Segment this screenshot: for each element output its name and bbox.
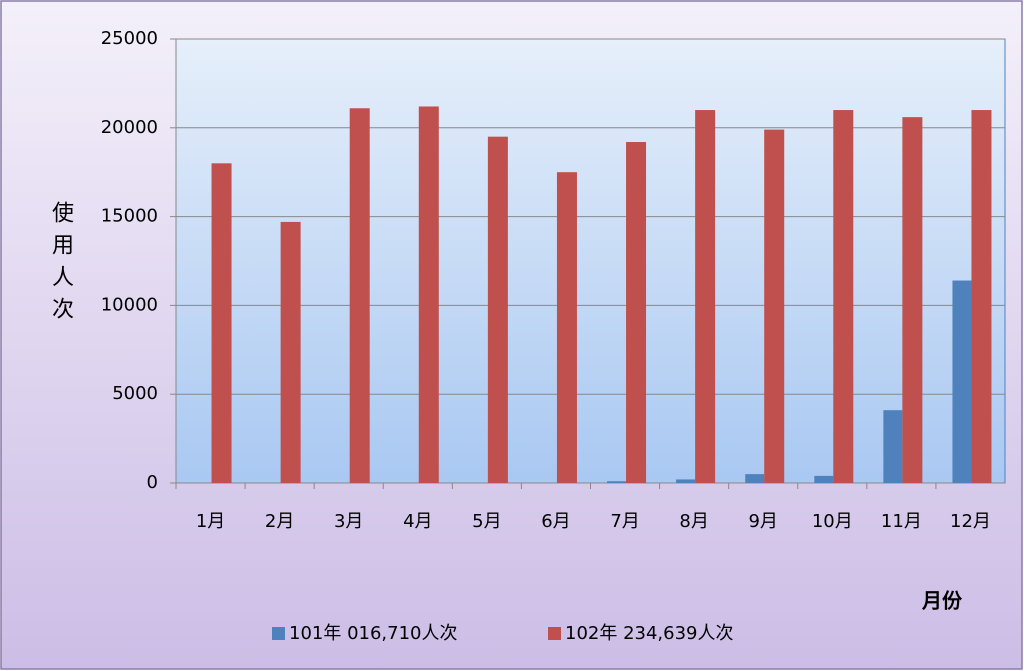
- x-tick-label: 2月: [265, 511, 294, 532]
- bar: [883, 410, 903, 483]
- x-tick-label: 8月: [679, 511, 708, 532]
- x-tick-label: 4月: [403, 511, 432, 532]
- y-tick-label: 10000: [101, 294, 158, 315]
- y-tick-label: 0: [147, 472, 158, 493]
- x-tick-label: 6月: [541, 511, 570, 532]
- x-axis-label: 月份: [921, 589, 963, 613]
- bar: [695, 110, 716, 483]
- legend-swatch: [548, 627, 561, 640]
- bar: [626, 142, 647, 483]
- x-tick-label: 5月: [472, 511, 501, 532]
- y-tick-label: 5000: [112, 383, 158, 404]
- bar: [745, 474, 765, 483]
- x-tick-label: 10月: [812, 511, 853, 532]
- bar: [556, 172, 577, 483]
- bar: [952, 280, 972, 483]
- x-tick-label: 3月: [334, 511, 363, 532]
- bar: [971, 110, 992, 483]
- bar: [764, 129, 785, 484]
- bar: [607, 481, 627, 483]
- y-axis-label: 使用人次: [48, 201, 74, 329]
- bar: [280, 221, 301, 484]
- x-tick-label: 1月: [196, 511, 225, 532]
- x-tick-label: 11月: [881, 511, 922, 532]
- bar: [487, 136, 508, 483]
- bar: [211, 163, 232, 483]
- plot-area: [175, 38, 1006, 484]
- x-tick-label: 9月: [748, 511, 777, 532]
- bar: [833, 110, 854, 483]
- x-tick-label: 7月: [610, 511, 639, 532]
- legend-label: 102年 234,639人次: [565, 623, 734, 644]
- bar: [349, 108, 370, 483]
- y-tick-label: 15000: [101, 206, 158, 227]
- legend-label: 101年 016,710人次: [289, 623, 458, 644]
- bar: [814, 475, 834, 483]
- x-tick-label: 12月: [950, 511, 991, 532]
- bar: [418, 106, 439, 483]
- legend-swatch: [272, 627, 285, 640]
- bar: [902, 117, 923, 484]
- y-tick-label: 25000: [101, 28, 158, 49]
- bar: [676, 479, 696, 483]
- y-tick-label: 20000: [101, 117, 158, 138]
